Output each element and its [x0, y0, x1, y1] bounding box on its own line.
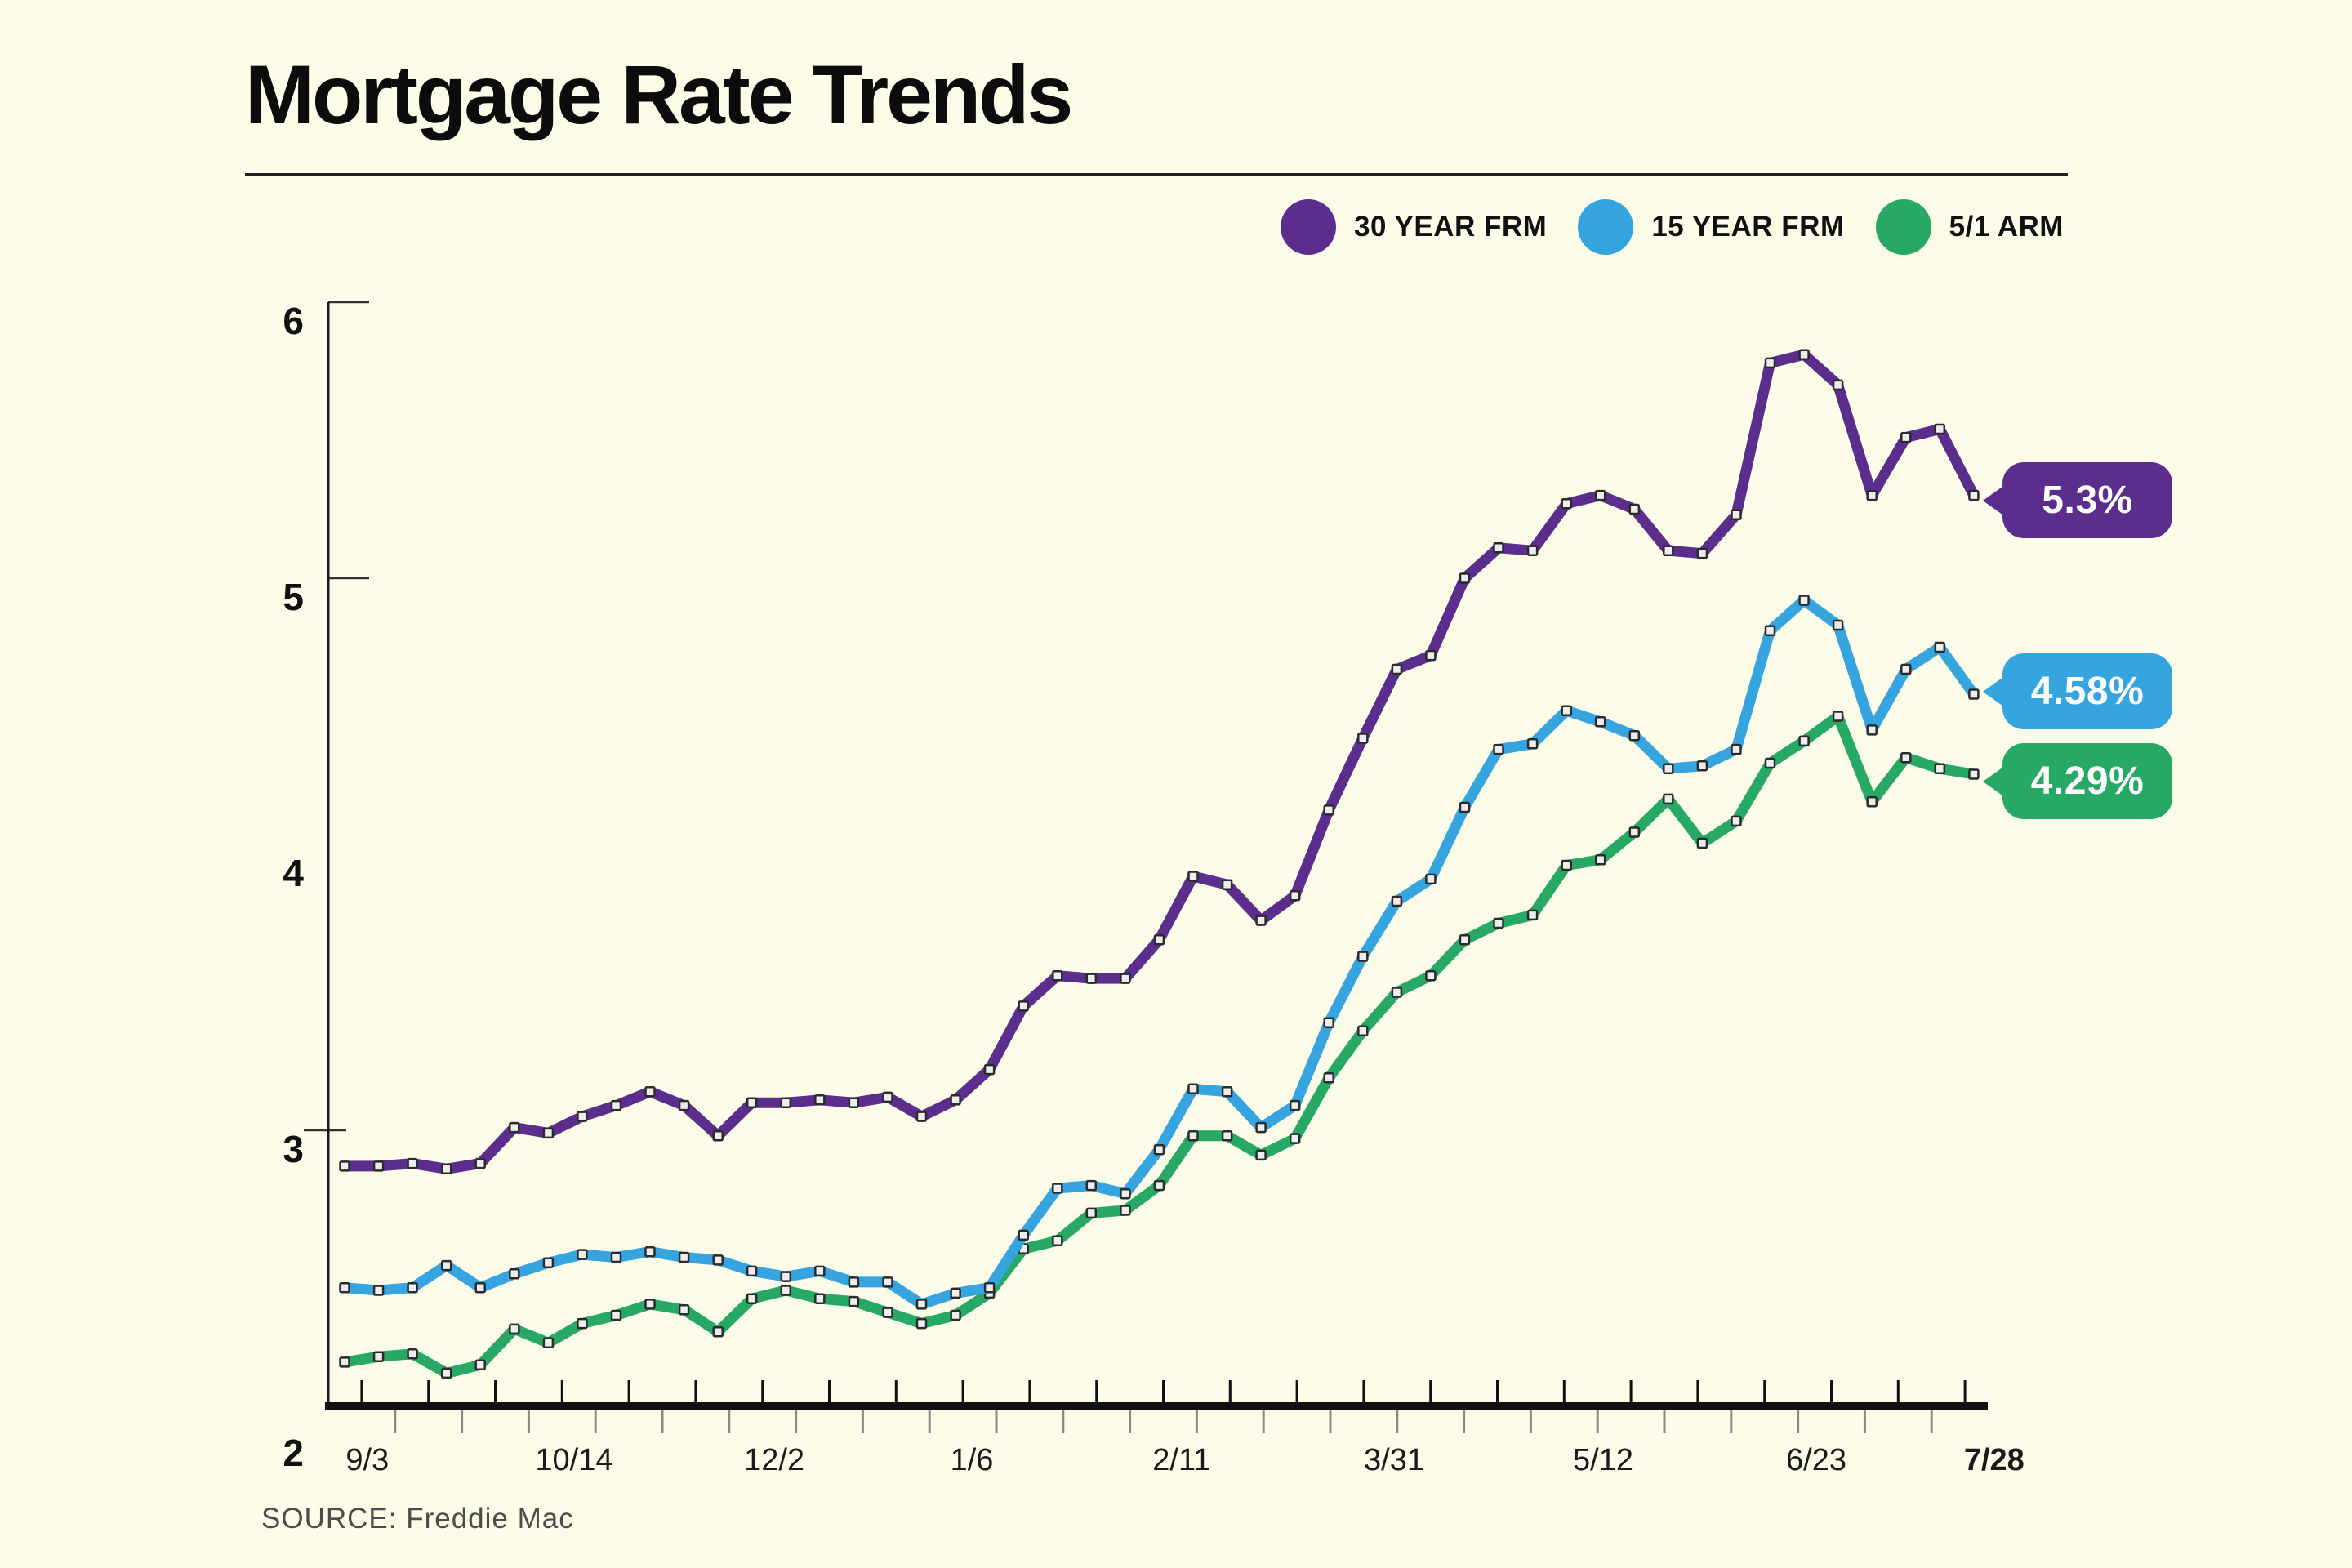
- legend-item-arm: 5/1 ARM: [1875, 199, 2064, 255]
- title-underline: [245, 173, 2068, 176]
- svg-text:5: 5: [283, 576, 304, 618]
- legend-label-arm: 5/1 ARM: [1949, 211, 2064, 243]
- svg-text:1/6: 1/6: [951, 1443, 994, 1477]
- legend-dot-arm-icon: [1875, 199, 1931, 255]
- legend-label-15yr: 15 YEAR FRM: [1651, 211, 1845, 243]
- bubble-tail-30yr: [1983, 483, 2006, 517]
- svg-text:6: 6: [283, 300, 304, 342]
- value-bubble-30yr-text: 5.3%: [2042, 479, 2133, 522]
- svg-text:3: 3: [283, 1128, 304, 1170]
- svg-text:4: 4: [283, 852, 304, 894]
- bubble-tail-arm: [1983, 764, 2006, 798]
- value-bubble-15yr: 4.58%: [1983, 653, 2172, 729]
- svg-text:6/23: 6/23: [1786, 1443, 1846, 1477]
- value-bubble-arm-text: 4.29%: [2030, 760, 2145, 803]
- legend-dot-30yr-icon: [1281, 199, 1336, 255]
- legend-label-30yr: 30 YEAR FRM: [1354, 211, 1548, 243]
- value-bubble-arm: 4.29%: [1983, 743, 2172, 819]
- page-title: Mortgage Rate Trends: [245, 48, 1073, 141]
- value-bubble-15yr-text: 4.58%: [2030, 670, 2145, 713]
- svg-text:2/11: 2/11: [1152, 1443, 1210, 1477]
- bubble-tail-15yr: [1983, 675, 2006, 708]
- svg-text:2: 2: [283, 1432, 304, 1474]
- svg-text:7/28: 7/28: [1964, 1443, 2025, 1477]
- legend-dot-15yr-icon: [1578, 199, 1634, 255]
- legend-item-15yr: 15 YEAR FRM: [1578, 199, 1844, 255]
- value-bubble-30yr: 5.3%: [1983, 462, 2172, 538]
- svg-text:9/3: 9/3: [345, 1443, 389, 1477]
- svg-text:10/14: 10/14: [535, 1443, 612, 1477]
- chart-legend: 30 YEAR FRM 15 YEAR FRM 5/1 ARM: [1281, 199, 2064, 255]
- source-note: SOURCE: Freddie Mac: [261, 1503, 574, 1535]
- svg-text:5/12: 5/12: [1573, 1443, 1633, 1477]
- svg-text:12/2: 12/2: [744, 1443, 804, 1477]
- svg-text:3/31: 3/31: [1364, 1443, 1424, 1477]
- legend-item-30yr: 30 YEAR FRM: [1281, 199, 1547, 255]
